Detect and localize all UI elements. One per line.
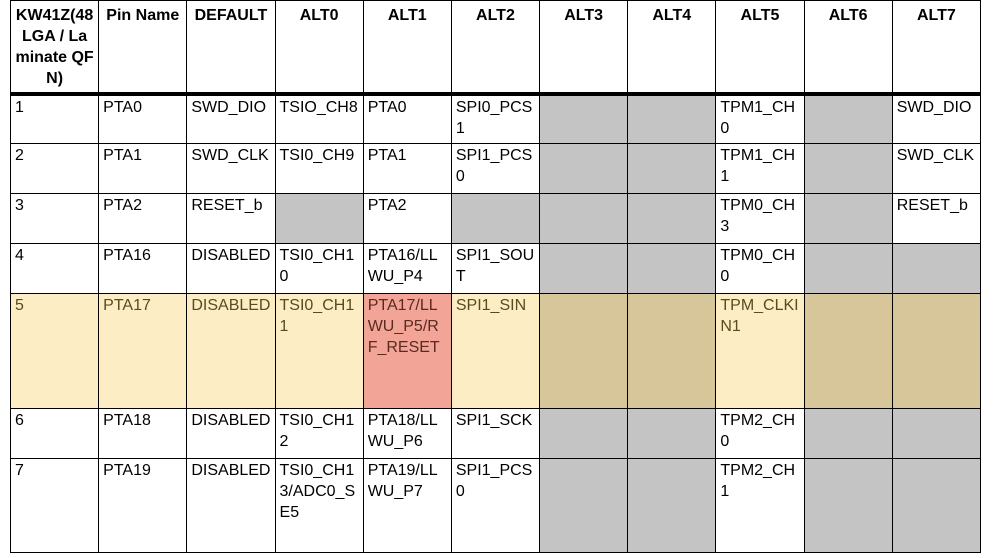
empty-cell[interactable] [539,293,629,409]
table-cell[interactable]: SWD_CLK [186,143,276,194]
table-cell[interactable]: TPM2_CH0 [715,408,805,459]
empty-cell[interactable] [539,93,629,144]
table-cell[interactable]: TPM2_CH1 [715,458,805,553]
pin-mux-table-container: KW41Z(48 LGA / Laminate QFN) Pin Name DE… [9,0,982,553]
table-cell[interactable]: TPM1_CH0 [715,93,805,144]
empty-cell[interactable] [539,458,629,553]
table-cell[interactable]: SPI1_PCS0 [450,143,541,194]
empty-cell[interactable] [803,408,893,459]
table-cell[interactable]: TSI0_CH11 [274,293,364,409]
table-cell[interactable]: 1 [9,93,100,144]
empty-cell[interactable] [539,408,629,459]
col-header-alt5: ALT5 [715,0,805,96]
empty-cell[interactable] [539,193,629,244]
table-cell[interactable]: SPI1_SCK [450,408,541,459]
empty-cell[interactable] [539,143,629,194]
table-cell[interactable]: SPI1_SIN [450,293,541,409]
table-cell[interactable]: PTA19/LLWU_P7 [362,458,452,553]
table-cell[interactable]: 4 [9,243,100,294]
empty-cell[interactable] [539,243,629,294]
empty-cell[interactable] [803,293,893,409]
empty-cell[interactable] [627,243,717,294]
table-cell[interactable]: SWD_CLK [891,143,982,194]
col-header-alt2: ALT2 [450,0,541,96]
empty-cell[interactable] [627,408,717,459]
empty-cell[interactable] [627,143,717,194]
empty-cell[interactable] [274,193,364,244]
empty-cell[interactable] [803,193,893,244]
table-cell[interactable]: DISABLED [186,408,276,459]
table-cell[interactable]: PTA1 [362,143,452,194]
table-row: 6 PTA18 DISABLED TSI0_CH12 PTA18/LLWU_P6… [9,408,982,459]
table-cell[interactable]: PTA2 [362,193,452,244]
table-cell[interactable]: TPM1_CH1 [715,143,805,194]
table-cell[interactable]: 3 [9,193,100,244]
table-cell[interactable]: PTA0 [98,93,188,144]
table-cell[interactable]: PTA2 [98,193,188,244]
table-row: 1 PTA0 SWD_DIO TSIO_CH8 PTA0 SPI0_PCS1 T… [9,93,982,144]
col-header-alt0: ALT0 [274,0,364,96]
table-cell[interactable]: PTA19 [98,458,188,553]
empty-cell[interactable] [803,458,893,553]
empty-cell[interactable] [803,93,893,144]
empty-cell[interactable] [891,408,982,459]
col-header-default: DEFAULT [186,0,276,96]
empty-cell[interactable] [627,93,717,144]
pin-mux-table: KW41Z(48 LGA / Laminate QFN) Pin Name DE… [9,0,982,553]
empty-cell[interactable] [803,143,893,194]
table-cell[interactable]: SPI1_SOUT [450,243,541,294]
col-header-package: KW41Z(48 LGA / Laminate QFN) [9,0,100,96]
table-cell[interactable]: RESET_b [186,193,276,244]
table-row: 2 PTA1 SWD_CLK TSI0_CH9 PTA1 SPI1_PCS0 T… [9,143,982,194]
header-row: KW41Z(48 LGA / Laminate QFN) Pin Name DE… [9,0,982,96]
empty-cell[interactable] [891,458,982,553]
table-cell[interactable]: TPM0_CH0 [715,243,805,294]
table-row: 3 PTA2 RESET_b PTA2 TPM0_CH3 RESET_b [9,193,982,244]
table-cell[interactable]: SPI0_PCS1 [450,93,541,144]
table-cell[interactable]: DISABLED [186,293,276,409]
table-cell[interactable]: SWD_DIO [186,93,276,144]
selected-cell-text: PTA17/LLWU_P5/RF_RESET [367,297,440,356]
table-cell[interactable]: 5 [9,293,100,409]
col-header-alt3: ALT3 [539,0,629,96]
table-cell[interactable]: PTA16 [98,243,188,294]
table-cell[interactable]: TSIO_CH8 [274,93,364,144]
table-cell[interactable]: DISABLED [186,458,276,553]
table-cell[interactable]: 2 [9,143,100,194]
col-header-alt6: ALT6 [803,0,893,96]
table-cell[interactable]: PTA16/LLWU_P4 [362,243,452,294]
table-cell[interactable]: TSI0_CH10 [274,243,364,294]
empty-cell[interactable] [627,193,717,244]
empty-cell[interactable] [627,458,717,553]
table-cell[interactable]: PTA1 [98,143,188,194]
col-header-alt4: ALT4 [627,0,717,96]
table-cell[interactable]: RESET_b [891,193,982,244]
empty-cell[interactable] [450,193,541,244]
table-cell[interactable]: TSI0_CH13/ADC0_SE5 [274,458,364,553]
col-header-pin-name: Pin Name [98,0,188,96]
col-header-alt7: ALT7 [891,0,982,96]
table-row: 4 PTA16 DISABLED TSI0_CH10 PTA16/LLWU_P4… [9,243,982,294]
table-cell[interactable]: TSI0_CH9 [274,143,364,194]
table-cell[interactable]: SWD_DIO [891,93,982,144]
table-cell[interactable]: PTA17 [98,293,188,409]
table-row: 7 PTA19 DISABLED TSI0_CH13/ADC0_SE5 PTA1… [9,458,982,553]
table-cell[interactable]: TPM_CLKIN1 [715,293,805,409]
empty-cell[interactable] [803,243,893,294]
empty-cell[interactable] [891,293,982,409]
table-cell[interactable]: TPM0_CH3 [715,193,805,244]
table-cell[interactable]: SPI1_PCS0 [450,458,541,553]
empty-cell[interactable] [627,293,717,409]
table-cell[interactable]: 6 [9,408,100,459]
table-cell[interactable]: PTA18/LLWU_P6 [362,408,452,459]
table-cell[interactable]: PTA0 [362,93,452,144]
selected-cell[interactable]: PTA17/LLWU_P5/RF_RESET [362,293,452,409]
table-cell[interactable]: TSI0_CH12 [274,408,364,459]
empty-cell[interactable] [891,243,982,294]
table-cell[interactable]: 7 [9,458,100,553]
table-row-highlighted: 5 PTA17 DISABLED TSI0_CH11 PTA17/LLWU_P5… [9,293,982,409]
col-header-alt1: ALT1 [362,0,452,96]
table-cell[interactable]: DISABLED [186,243,276,294]
table-cell[interactable]: PTA18 [98,408,188,459]
